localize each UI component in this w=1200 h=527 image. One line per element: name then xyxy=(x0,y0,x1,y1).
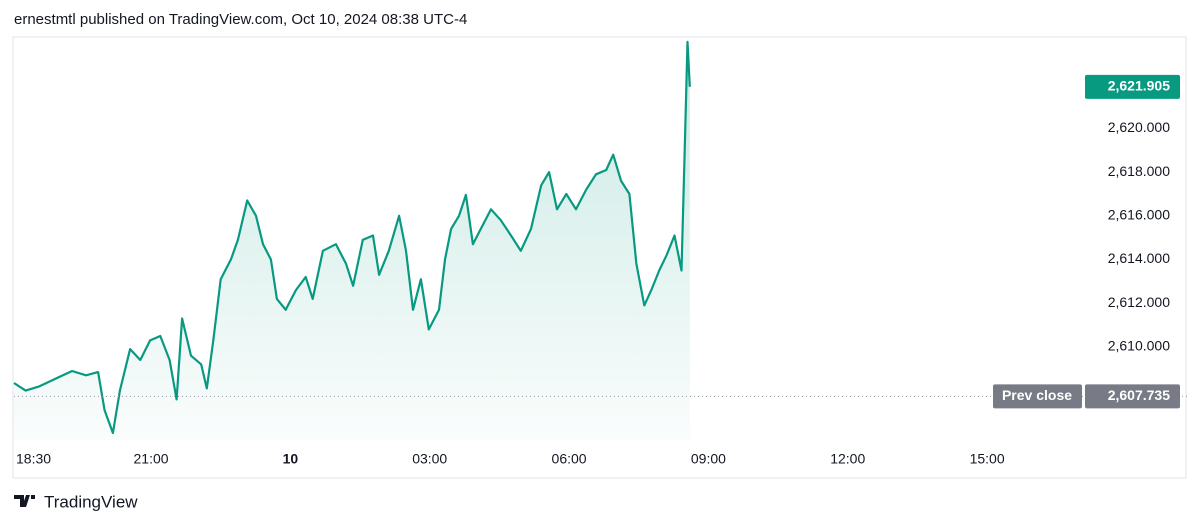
footer: TradingView xyxy=(44,492,138,511)
header: ernestmtl published on TradingView.com, … xyxy=(14,11,467,28)
y-tick-label: 2,612.000 xyxy=(1108,294,1170,310)
prev-close-box xyxy=(1085,384,1180,409)
x-tick-label: 03:00 xyxy=(412,451,447,467)
frame xyxy=(12,36,1187,479)
area-fill xyxy=(14,41,690,441)
prev-close-name: Prev close xyxy=(1002,387,1072,403)
x-tick-label: 06:00 xyxy=(552,451,587,467)
x-tick-label: 15:00 xyxy=(970,451,1005,467)
y-tick-label: 2,614.000 xyxy=(1108,250,1170,266)
prev-close-label: 2,607.735 xyxy=(1108,387,1170,403)
y-tick-label: 2,620.000 xyxy=(1108,119,1170,135)
last-price-box xyxy=(1085,74,1180,99)
prev-close-name-box xyxy=(993,384,1082,409)
x-tick-label: 18:30 xyxy=(16,451,51,467)
logo xyxy=(14,495,35,507)
x-tick-label: 12:00 xyxy=(830,451,865,467)
y-tick-label: 2,618.000 xyxy=(1108,163,1170,179)
last-price-label: 2,621.905 xyxy=(1108,78,1170,94)
y-tick-label: 2,610.000 xyxy=(1108,338,1170,354)
price-line xyxy=(13,40,691,435)
y-tick-label: 2,616.000 xyxy=(1108,207,1170,223)
x-tick-label: 10 xyxy=(283,451,299,467)
x-tick-label: 21:00 xyxy=(134,451,169,467)
x-tick-label: 09:00 xyxy=(691,451,726,467)
